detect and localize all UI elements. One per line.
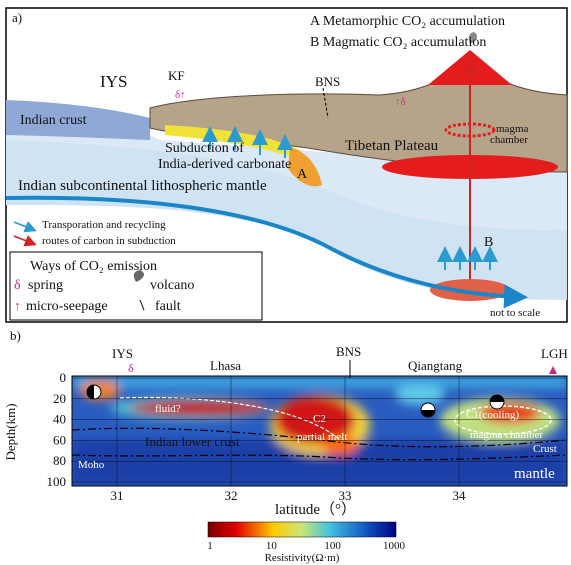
- y-tick-label: 60: [53, 432, 66, 447]
- location-label: Lhasa: [210, 358, 241, 373]
- annotation: Moho: [78, 459, 105, 471]
- marker-b: B: [484, 235, 493, 250]
- marker-a: A: [297, 167, 308, 182]
- annotation: C2: [313, 413, 326, 425]
- arrow-note: routes of carbon in subduction: [42, 235, 176, 247]
- annotation: fluid?: [155, 403, 181, 415]
- annotation: Indian lower crust: [145, 434, 240, 449]
- location-label: BNS: [336, 344, 361, 359]
- panel-label: b): [10, 328, 21, 343]
- colorbar-tick-label: 1: [207, 540, 213, 552]
- legend-seepage: micro-seepage: [26, 299, 108, 314]
- bns: BNS: [315, 74, 340, 89]
- spring-icon: δ: [128, 361, 134, 375]
- location-label: LGH: [541, 346, 568, 361]
- y-tick-label: 40: [53, 412, 66, 427]
- spring-icon: δ: [14, 278, 21, 293]
- legend-spring: spring: [28, 278, 63, 293]
- x-tick-label: 31: [111, 488, 124, 503]
- x-axis-title: latitude（°）: [275, 501, 356, 518]
- y-tick-label: 100: [47, 474, 67, 489]
- iys: IYS: [100, 72, 127, 91]
- y-tick-label: 80: [53, 453, 66, 468]
- y-tick-label: 20: [53, 391, 66, 406]
- x-tick-label: 33: [339, 488, 352, 503]
- panel-b: b) IYS δ Lhasa BNS Qiangtang LGH De: [3, 328, 568, 564]
- colorbar-tick-label: 10: [266, 540, 278, 552]
- annotation: Crust: [533, 443, 557, 455]
- colorbar-tick-label: 100: [324, 540, 341, 552]
- annotation: C1(cooling): [466, 409, 519, 421]
- magmatic-b: [430, 279, 510, 301]
- colorbar: [208, 522, 396, 537]
- x-tick-label: 32: [225, 488, 238, 503]
- figure: a) A Metamorphic CO₂ accumulation B Magm…: [0, 0, 571, 565]
- key-a: A Metamorphic CO₂ accumulation: [310, 14, 505, 29]
- annotation: magma chamber: [470, 429, 543, 441]
- panel-label: a): [12, 10, 22, 25]
- legend-volcano: volcano: [150, 278, 194, 293]
- y-axis-title: Depth(km): [3, 403, 18, 460]
- seepage-icon: ↑: [14, 298, 21, 313]
- arrow-note: Transporation and recycling: [42, 219, 166, 231]
- kf: KF: [168, 68, 185, 83]
- plateau-label: Tibetan Plateau: [345, 138, 439, 154]
- y-tick-label: 0: [60, 370, 67, 385]
- annotation: partial melt: [297, 431, 347, 443]
- spring-icon: ↑δ: [395, 96, 406, 108]
- colorbar-tick-label: 1000: [383, 540, 406, 552]
- magma-label: chamber: [490, 134, 528, 146]
- legend-fault: fault: [155, 299, 181, 314]
- scale-note: not to scale: [490, 307, 540, 319]
- volcano-marker: [549, 366, 557, 374]
- colorbar-title: Resistivity(Ω·m): [265, 552, 340, 564]
- indian-crust-label: Indian crust: [20, 113, 87, 128]
- carbonate-label: Subduction of: [165, 141, 244, 156]
- panel-a: a) A Metamorphic CO₂ accumulation B Magm…: [6, 8, 567, 322]
- location-label: Qiangtang: [408, 358, 463, 373]
- location-label: IYS: [112, 346, 133, 361]
- spring-icon: δ↑: [175, 89, 186, 101]
- x-tick-label: 34: [453, 488, 467, 503]
- carbonate-label: India-derived carbonate: [158, 157, 291, 172]
- mantle-label: Indian subcontinental lithospheric mantl…: [18, 178, 267, 194]
- key-b: B Magmatic CO₂ accumulation: [310, 35, 486, 50]
- annotation: mantle: [514, 466, 555, 482]
